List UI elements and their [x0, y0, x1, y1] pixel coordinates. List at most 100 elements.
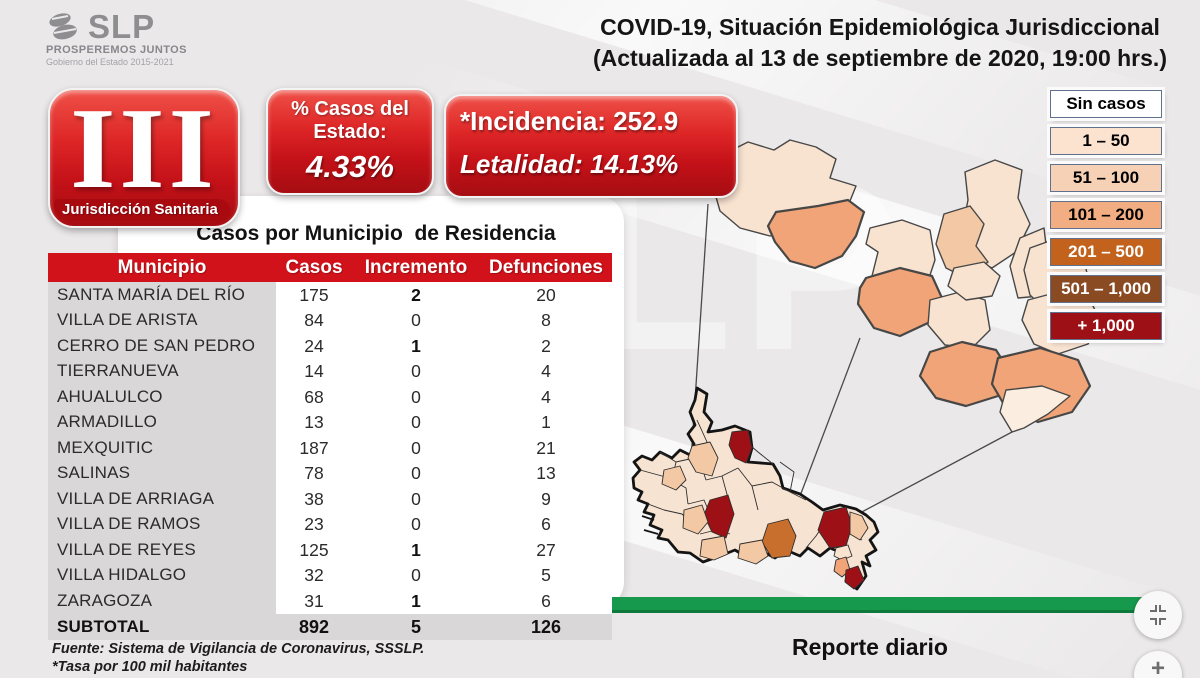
- page-title: COVID-19, Situación Epidemiológica Juris…: [560, 12, 1200, 74]
- rates-box: *Incidencia: 252.9 Letalidad: 14.13%: [444, 94, 738, 198]
- cell-casos: 175: [276, 282, 352, 308]
- cell-municipio: VILLA DE RAMOS: [48, 511, 276, 537]
- cell-municipio: VILLA HIDALGO: [48, 562, 276, 588]
- cell-municipio: CERRO DE SAN PEDRO: [48, 333, 276, 359]
- cell-casos: 38: [276, 486, 352, 512]
- table-header-row: Municipio Casos Incremento Defunciones: [48, 253, 612, 282]
- cell-municipio: ARMADILLO: [48, 409, 276, 435]
- cell-defunciones: 4: [480, 384, 612, 410]
- plus-icon: +: [1150, 655, 1165, 678]
- cell-incremento: 0: [352, 384, 480, 410]
- cell-defunciones: 13: [480, 460, 612, 486]
- cell-casos: 14: [276, 358, 352, 384]
- cell-municipio: VILLA DE ARRIAGA: [48, 486, 276, 512]
- cell-municipio: SANTA MARÍA DEL RÍO: [48, 282, 276, 308]
- cell-casos: 23: [276, 511, 352, 537]
- cell-municipio: MEXQUITIC: [48, 435, 276, 461]
- legend-item: 51 – 100: [1050, 164, 1162, 192]
- compress-arrows-icon: [1150, 605, 1166, 625]
- collapse-view-button[interactable]: [1134, 591, 1182, 639]
- zoom-in-button[interactable]: +: [1134, 651, 1182, 678]
- legend-item: Sin casos: [1050, 90, 1162, 118]
- cell-incremento: 0: [352, 409, 480, 435]
- magnifier-lines: [687, 203, 1013, 515]
- legend-item: + 1,000: [1050, 312, 1162, 340]
- cell-municipio: SALINAS: [48, 460, 276, 486]
- report-caption: Reporte diario: [792, 634, 948, 660]
- logo-subline: Gobierno del Estado 2015-2021: [46, 57, 174, 67]
- cell-municipio: VILLA DE ARISTA: [48, 307, 276, 333]
- cell-casos: 125: [276, 537, 352, 563]
- cell-casos: 13: [276, 409, 352, 435]
- cell-defunciones: 2: [480, 333, 612, 359]
- cell-municipio: AHUALULCO: [48, 384, 276, 410]
- jurisdiction-numeral: III: [70, 85, 218, 213]
- subtotal-casos: 892: [276, 613, 352, 640]
- cell-defunciones: 8: [480, 307, 612, 333]
- cell-casos: 187: [276, 435, 352, 461]
- cell-incremento: 0: [352, 460, 480, 486]
- table-row: VILLA DE ARRIAGA 38 0 9: [48, 486, 612, 512]
- col-header-defunciones: Defunciones: [480, 253, 612, 282]
- col-header-casos: Casos: [276, 253, 352, 282]
- cell-incremento: 0: [352, 486, 480, 512]
- legend: Sin casos 1 – 50 51 – 100 101 – 200 201 – 50…: [1050, 90, 1162, 349]
- table-row: VILLA DE ARISTA 84 0 8: [48, 307, 612, 333]
- green-divider-bar: [612, 597, 1149, 613]
- table-row: VILLA DE REYES 125 1 27: [48, 537, 612, 563]
- col-header-municipio: Municipio: [48, 253, 276, 282]
- rate-footnote: *Tasa por 100 mil habitantes: [52, 659, 248, 675]
- table-row: ARMADILLO 13 0 1: [48, 409, 612, 435]
- cell-casos: 78: [276, 460, 352, 486]
- percent-cases-box: % Casos del Estado: 4.33%: [266, 88, 434, 195]
- table-body: SANTA MARÍA DEL RÍO 175 2 20 VILLA DE ARISTA…: [48, 282, 612, 614]
- cell-defunciones: 20: [480, 282, 612, 308]
- percent-cases-label: % Casos del Estado:: [291, 98, 409, 143]
- jurisdiction-badge: III Jurisdicción Sanitaria: [48, 88, 240, 228]
- slp-logo-icon: [49, 13, 77, 40]
- logo-brand: SLP: [88, 8, 156, 45]
- cell-casos: 31: [276, 588, 352, 614]
- legend-item: 201 – 500: [1050, 238, 1162, 266]
- cell-casos: 84: [276, 307, 352, 333]
- cell-municipio: TIERRANUEVA: [48, 358, 276, 384]
- cell-defunciones: 6: [480, 511, 612, 537]
- subtotal-defunciones: 126: [480, 613, 612, 640]
- legend-item: 1 – 50: [1050, 127, 1162, 155]
- cell-incremento: 0: [352, 358, 480, 384]
- logo-tagline: PROSPEREMOS JUNTOS: [46, 44, 187, 56]
- legend-item: 501 – 1,000: [1050, 275, 1162, 303]
- state-map: [631, 386, 880, 591]
- cell-municipio: ZARAGOZA: [48, 588, 276, 614]
- cell-incremento: 0: [352, 435, 480, 461]
- legend-item: 101 – 200: [1050, 201, 1162, 229]
- cases-table: Municipio Casos Incremento Defunciones S…: [48, 253, 612, 640]
- title-line-1: COVID-19, Situación Epidemiológica Juris…: [600, 14, 1160, 40]
- table-row: VILLA HIDALGO 32 0 5: [48, 562, 612, 588]
- cell-casos: 68: [276, 384, 352, 410]
- table-row: MEXQUITIC 187 0 21: [48, 435, 612, 461]
- cell-incremento: 0: [352, 307, 480, 333]
- state-logo: SLP PROSPEREMOS JUNTOS Gobierno del Esta…: [46, 10, 187, 67]
- state-map-spurs: [641, 515, 659, 535]
- municipal-borders: [639, 419, 863, 551]
- cell-defunciones: 6: [480, 588, 612, 614]
- cell-incremento: 2: [352, 282, 480, 308]
- table-row: TIERRANUEVA 14 0 4: [48, 358, 612, 384]
- cell-incremento: 1: [352, 333, 480, 359]
- table-row: SANTA MARÍA DEL RÍO 175 2 20: [48, 282, 612, 308]
- col-header-incremento: Incremento: [352, 253, 480, 282]
- table-row: ZARAGOZA 31 1 6: [48, 588, 612, 614]
- cell-incremento: 0: [352, 562, 480, 588]
- cell-incremento: 1: [352, 588, 480, 614]
- inset-map: [713, 139, 1101, 433]
- cell-incremento: 0: [352, 511, 480, 537]
- cell-defunciones: 1: [480, 409, 612, 435]
- letalidad-value: Letalidad: 14.13%: [460, 149, 679, 179]
- subtotal-label: SUBTOTAL: [48, 613, 276, 640]
- cell-casos: 24: [276, 333, 352, 359]
- cell-defunciones: 5: [480, 562, 612, 588]
- jurisdiction-label: Jurisdicción Sanitaria: [54, 199, 230, 221]
- incidencia-value: *Incidencia: 252.9: [460, 106, 679, 136]
